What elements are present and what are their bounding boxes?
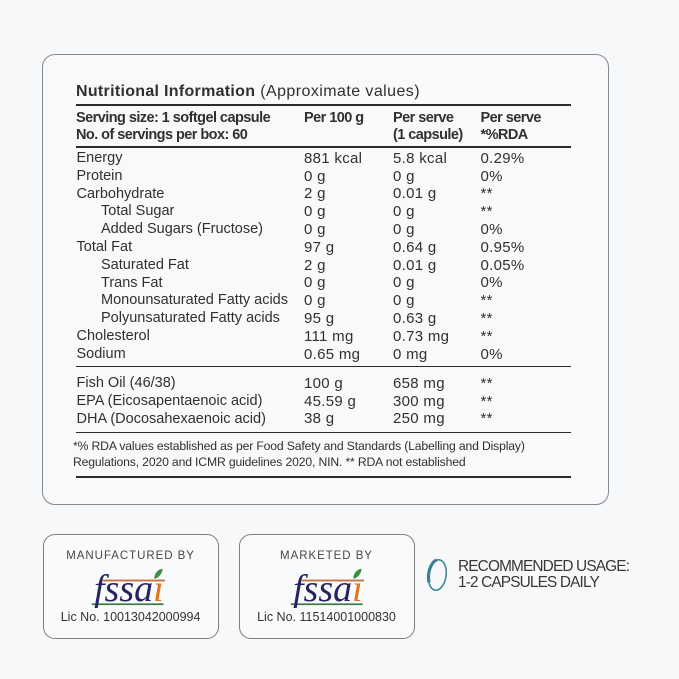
svg-text:fssaı: fssaı bbox=[293, 568, 363, 608]
svg-text:fssaı: fssaı bbox=[94, 568, 164, 608]
